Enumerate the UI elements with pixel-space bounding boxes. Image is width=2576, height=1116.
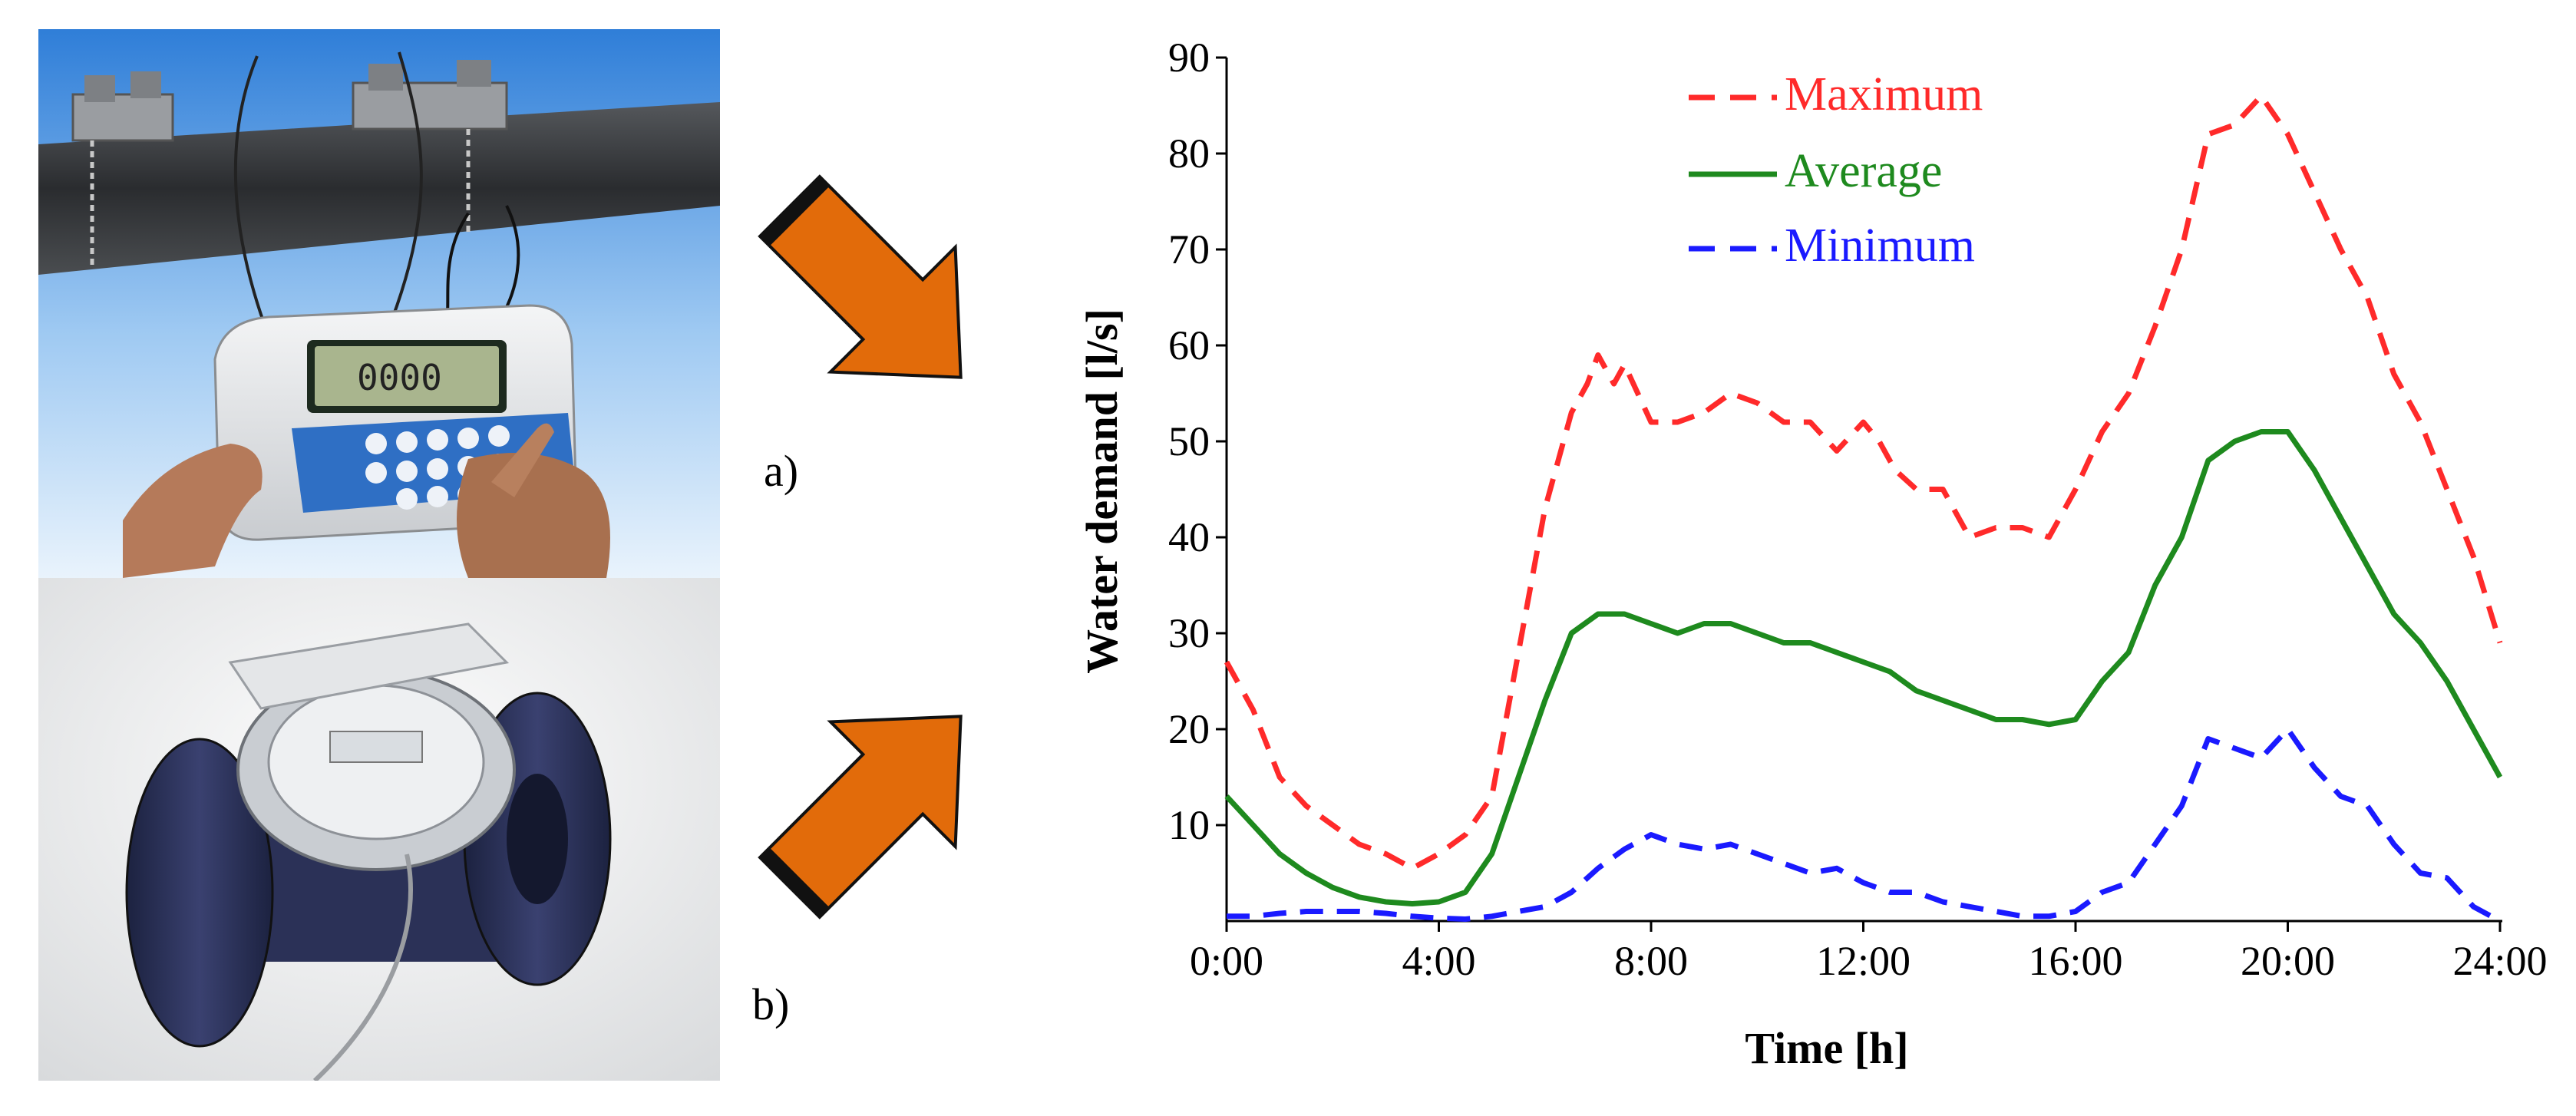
x-tick-label: 24:00 — [2452, 938, 2547, 984]
legend-label-average: Average — [1785, 145, 1942, 197]
arrow-up-right-icon — [758, 715, 963, 920]
y-tick-label: 10 — [1168, 802, 1210, 848]
y-tick-label: 80 — [1168, 130, 1210, 177]
y-tick-label: 30 — [1168, 610, 1210, 656]
ultrasonic-flowmeter-photo: 0000 — [38, 29, 720, 578]
y-tick-label: 70 — [1168, 226, 1210, 272]
series-line-maximum — [1224, 93, 2503, 871]
panel-label-b: b) — [752, 979, 790, 1029]
series-line-minimum — [1227, 726, 2502, 924]
series-line-average — [1224, 429, 2503, 906]
x-tick-label: 4:00 — [1402, 938, 1475, 984]
y-axis-label: Water demand [l/s] — [1077, 309, 1127, 674]
y-ticks: 10 20 30 40 50 60 70 80 90 — [1168, 35, 1227, 848]
legend-label-minimum: Minimum — [1785, 220, 1975, 272]
x-tick-label: 20:00 — [2241, 938, 2335, 984]
legend-label-maximum: Maximum — [1785, 68, 1983, 121]
sensor-clamp-right — [352, 60, 508, 233]
x-tick-label: 8:00 — [1614, 938, 1688, 984]
x-ticks: 0:00 4:00 8:00 12:00 16:00 20:00 24:00 — [1190, 921, 2548, 984]
y-tick-label: 90 — [1168, 35, 1210, 81]
device-display: 0000 — [357, 357, 442, 398]
y-tick-label: 40 — [1168, 514, 1210, 560]
y-tick-label: 50 — [1168, 418, 1210, 464]
series-lines — [1224, 93, 2503, 924]
legend: Maximum Average Minimum — [1689, 68, 1983, 272]
sensor-clamp-left — [71, 71, 174, 267]
water-demand-chart: 10 20 30 40 50 60 70 80 90 0:00 4:00 8:00 12:00 16:0… — [1077, 35, 2548, 1073]
panel-label-a: a) — [764, 446, 799, 496]
y-tick-label: 20 — [1168, 706, 1210, 752]
x-tick-label: 16:00 — [2028, 938, 2122, 984]
water-meter-photo — [38, 578, 720, 1081]
y-tick-label: 60 — [1168, 322, 1210, 368]
x-axis-label: Time [h] — [1745, 1023, 1908, 1073]
x-tick-label: 12:00 — [1816, 938, 1911, 984]
arrow-down-right-icon — [758, 174, 963, 379]
x-tick-label: 0:00 — [1190, 938, 1263, 984]
